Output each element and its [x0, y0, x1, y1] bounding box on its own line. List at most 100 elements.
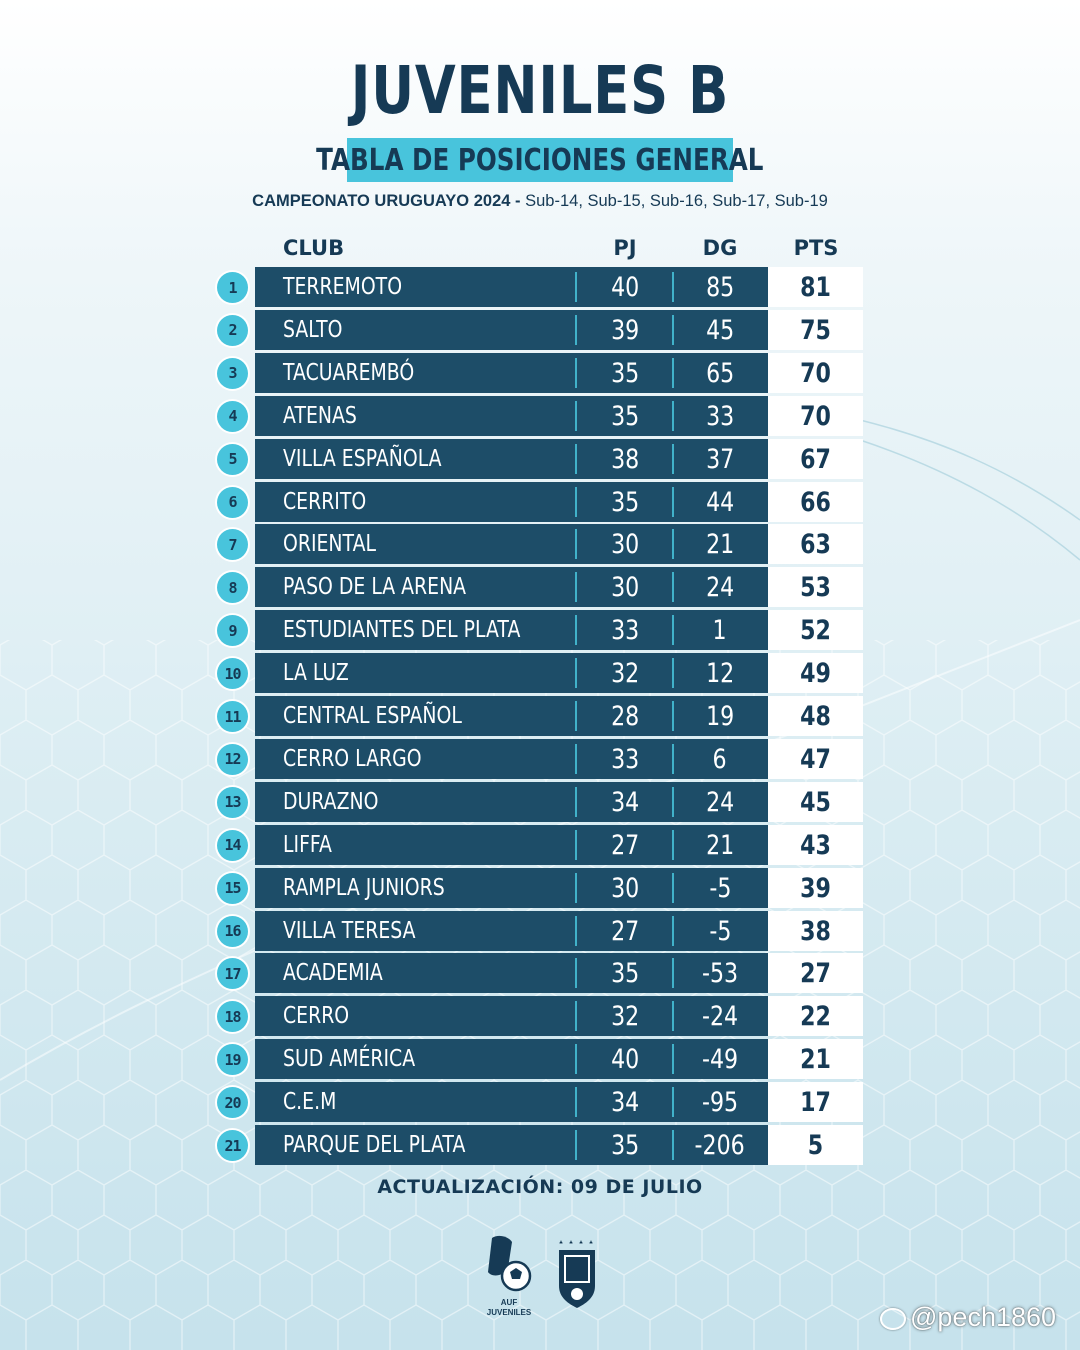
pts-value: 38 [800, 915, 831, 947]
column-divider [575, 529, 577, 560]
position-badge: 14 [217, 829, 248, 861]
row-bar [255, 696, 768, 736]
points-cell: 75 [768, 309, 863, 350]
column-divider [672, 786, 674, 817]
dg-value: 21 [705, 529, 735, 561]
column-divider [672, 1001, 674, 1032]
subtitle-banner: TABLA DE POSICIONES GENERAL [316, 138, 764, 182]
row-bar [255, 867, 768, 908]
column-divider [575, 486, 577, 517]
goal-difference: 65 [672, 353, 768, 393]
watermark-text: @pech1860 [910, 1302, 1057, 1332]
row-bar [255, 267, 768, 307]
club-name: CERRO LARGO [283, 745, 422, 772]
row-bar [255, 653, 768, 694]
club-name: CERRO [283, 1003, 350, 1030]
points-cell: 70 [768, 352, 863, 393]
points-cell: 66 [768, 481, 863, 522]
goal-difference: -53 [672, 953, 768, 993]
boot-ball-icon [488, 1235, 532, 1292]
pj-value: 38 [610, 443, 640, 475]
club-name: ESTUDIANTES DEL PLATA [283, 617, 521, 644]
position-badge: 7 [217, 529, 248, 561]
position-badge: 8 [217, 572, 248, 604]
goal-difference: 1 [672, 610, 768, 650]
table-row: 10 LA LUZ 32 12 49 [0, 653, 1080, 694]
row-bar [255, 781, 768, 822]
position-badge: 17 [217, 958, 248, 990]
goal-difference: 6 [672, 739, 768, 779]
table-row: 21 PARQUE DEL PLATA 35 -206 5 [0, 1125, 1080, 1165]
column-divider [672, 958, 674, 989]
pts-value: 43 [800, 829, 831, 861]
column-divider [575, 915, 577, 946]
table-row: 20 C.E.M 34 -95 17 [0, 1082, 1080, 1123]
pts-value: 22 [800, 1001, 831, 1033]
club-name: CERRITO [283, 488, 367, 515]
row-bar [255, 524, 768, 565]
pj-value: 34 [610, 1087, 640, 1119]
pts-value: 70 [800, 400, 831, 432]
column-divider [575, 443, 577, 474]
position-badge: 11 [217, 701, 248, 732]
column-divider [672, 400, 674, 431]
column-divider [575, 1001, 577, 1032]
dg-value: 85 [705, 272, 735, 303]
dg-value: 6 [712, 743, 728, 775]
goal-difference: 12 [672, 653, 768, 693]
matches-played: 35 [577, 482, 673, 522]
table-row: 13 DURAZNO 34 24 45 [0, 781, 1080, 822]
column-divider [672, 615, 674, 646]
pj-value: 33 [610, 743, 640, 775]
auf-juveniles-logo: AUF JUVENILES [478, 1232, 540, 1317]
position-badge: 5 [217, 443, 248, 475]
goal-difference: -5 [672, 911, 768, 951]
pts-value: 47 [800, 743, 831, 775]
matches-played: 34 [577, 782, 673, 822]
pj-value: 39 [610, 314, 640, 346]
matches-played: 35 [577, 396, 673, 436]
column-divider [672, 915, 674, 946]
club-name: ORIENTAL [283, 531, 377, 558]
club-name: SALTO [283, 316, 343, 343]
column-divider [575, 1087, 577, 1118]
club-name: VILLA TERESA [283, 917, 416, 944]
position-badge: 20 [217, 1087, 248, 1119]
pts-value: 75 [800, 314, 831, 346]
row-bar [255, 395, 768, 436]
table-row: 12 CERRO LARGO 33 6 47 [0, 738, 1080, 779]
pts-value: 70 [800, 357, 831, 389]
position-badge: 1 [217, 272, 248, 303]
table-row: 11 CENTRAL ESPAÑOL 28 19 48 [0, 696, 1080, 736]
column-divider [672, 743, 674, 774]
pj-value: 33 [610, 615, 640, 647]
table-row: 14 LIFFA 27 21 43 [0, 824, 1080, 865]
pj-value: 40 [610, 1044, 640, 1076]
points-cell: 67 [768, 438, 863, 479]
column-divider [672, 1087, 674, 1118]
points-cell: 49 [768, 653, 863, 694]
column-divider [575, 658, 577, 689]
header-dg: DG [702, 236, 738, 260]
row-bar [255, 309, 768, 350]
position-badge: 4 [217, 400, 248, 432]
pj-value: 28 [610, 701, 640, 732]
pts-value: 39 [800, 872, 831, 904]
row-bar [255, 738, 768, 779]
column-divider [575, 572, 577, 603]
update-date: ACTUALIZACIÓN: 09 DE JULIO [377, 1176, 703, 1198]
column-divider [575, 786, 577, 817]
club-name: ACADEMIA [283, 960, 383, 987]
row-bar [255, 567, 768, 608]
column-divider [672, 872, 674, 903]
matches-played: 30 [577, 567, 673, 607]
table-row: 9 ESTUDIANTES DEL PLATA 33 1 52 [0, 610, 1080, 651]
page-title: JUVENILES B [350, 52, 730, 129]
position-badge: 3 [217, 357, 248, 389]
column-divider [672, 443, 674, 474]
pj-value: 32 [610, 1001, 640, 1033]
table-row: 18 CERRO 32 -24 22 [0, 996, 1080, 1037]
club-name: C.E.M [283, 1089, 337, 1116]
dg-value: -5 [708, 872, 732, 904]
dg-value: 24 [705, 572, 735, 604]
